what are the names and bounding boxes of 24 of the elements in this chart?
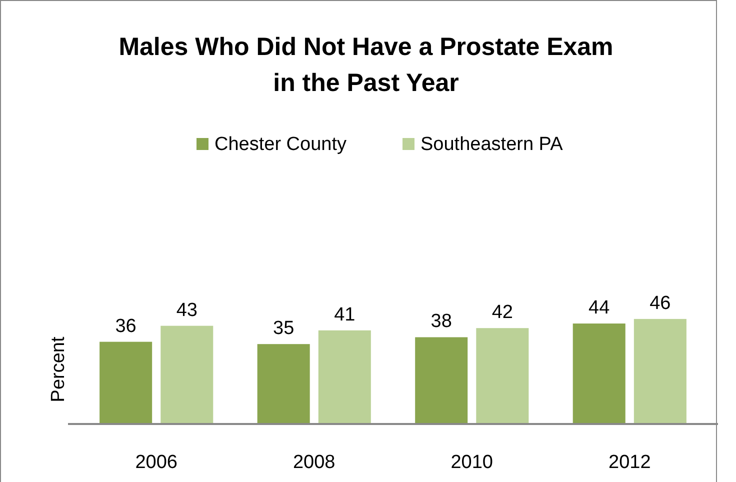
legend-label: Southeastern PA	[420, 134, 564, 155]
data-label: 36	[115, 316, 136, 337]
data-label: 42	[492, 302, 513, 324]
x-tick-label: 2012	[608, 452, 651, 473]
bar	[634, 318, 686, 424]
bar	[100, 342, 152, 424]
bar	[572, 324, 626, 424]
data-label: 41	[334, 304, 356, 326]
data-label: 46	[650, 292, 671, 314]
y-axis-title: Percent	[48, 336, 69, 402]
data-label: 35	[273, 318, 294, 340]
chart-title: Males Who Did Not Have a Prostate Exam in the Past Year	[118, 33, 614, 97]
data-label: 44	[588, 298, 610, 319]
data-label: 43	[176, 300, 198, 321]
bar	[318, 330, 371, 424]
bar	[160, 326, 214, 424]
bar	[476, 328, 529, 424]
x-tick-label: 2006	[135, 452, 178, 473]
legend-label: Chester County	[214, 134, 348, 155]
data-label: 38	[430, 311, 452, 332]
x-tick-label: 2008	[292, 452, 336, 473]
bar	[415, 337, 468, 424]
x-tick-label: 2010	[450, 452, 494, 473]
bar	[257, 344, 310, 424]
